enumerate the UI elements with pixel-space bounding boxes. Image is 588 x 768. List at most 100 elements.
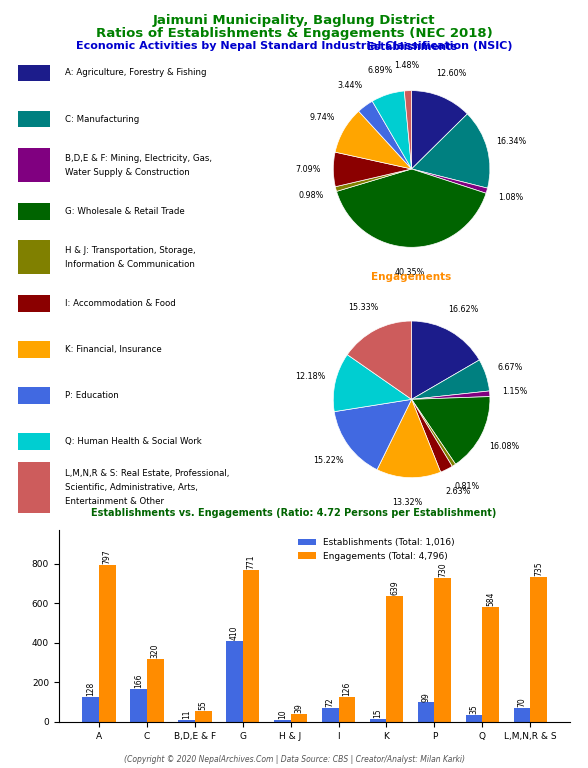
Wedge shape (412, 399, 452, 472)
Text: G: Wholesale & Retail Trade: G: Wholesale & Retail Trade (65, 207, 185, 216)
Wedge shape (412, 91, 467, 169)
Wedge shape (412, 396, 490, 464)
Text: Information & Communication: Information & Communication (65, 260, 195, 269)
Bar (339, 697, 355, 722)
Text: (Copyright © 2020 NepalArchives.Com | Data Source: CBS | Creator/Analyst: Milan : (Copyright © 2020 NepalArchives.Com | Da… (123, 755, 465, 764)
Text: 55: 55 (199, 700, 208, 710)
Wedge shape (333, 355, 412, 412)
Text: Scientific, Administrative, Arts,: Scientific, Administrative, Arts, (65, 483, 198, 492)
Text: 35: 35 (469, 704, 479, 714)
Text: 10: 10 (278, 710, 287, 719)
Text: Water Supply & Construction: Water Supply & Construction (65, 167, 189, 177)
Text: 16.34%: 16.34% (496, 137, 526, 147)
Text: 771: 771 (246, 554, 256, 569)
Wedge shape (348, 321, 412, 399)
Text: B,D,E & F: Mining, Electricity, Gas,: B,D,E & F: Mining, Electricity, Gas, (65, 154, 212, 163)
Wedge shape (334, 399, 412, 470)
Text: 6.67%: 6.67% (497, 362, 523, 372)
Bar (370, 719, 386, 722)
Title: Establishments: Establishments (366, 41, 457, 51)
Text: 0.81%: 0.81% (455, 482, 480, 491)
Text: H & J: Transportation, Storage,: H & J: Transportation, Storage, (65, 246, 195, 255)
Bar (130, 689, 147, 722)
Title: Engagements: Engagements (372, 272, 452, 282)
Text: Entertainment & Other: Entertainment & Other (65, 497, 163, 506)
Text: 7.09%: 7.09% (295, 165, 321, 174)
Text: 15: 15 (373, 709, 383, 718)
Text: 320: 320 (151, 644, 160, 658)
Bar (466, 715, 482, 722)
Text: 584: 584 (486, 591, 495, 606)
Bar (195, 711, 212, 722)
Bar (147, 659, 163, 722)
Text: 13.32%: 13.32% (392, 498, 423, 507)
Wedge shape (359, 101, 412, 169)
Bar (290, 714, 308, 722)
Text: 410: 410 (230, 626, 239, 641)
Wedge shape (335, 169, 412, 191)
Bar (82, 697, 99, 722)
Legend: Establishments (Total: 1,016), Engagements (Total: 4,796): Establishments (Total: 1,016), Engagemen… (294, 535, 458, 564)
Text: Jaimuni Municipality, Baglung District: Jaimuni Municipality, Baglung District (153, 14, 435, 27)
Text: 72: 72 (326, 697, 335, 707)
Text: 1.48%: 1.48% (394, 61, 419, 70)
Text: Q: Human Health & Social Work: Q: Human Health & Social Work (65, 437, 202, 446)
Text: 39: 39 (295, 703, 303, 713)
Wedge shape (412, 114, 490, 188)
Text: 99: 99 (422, 692, 430, 702)
Bar (386, 596, 403, 722)
Bar (226, 641, 243, 722)
Wedge shape (412, 399, 456, 466)
Text: 16.08%: 16.08% (489, 442, 519, 451)
Text: 15.22%: 15.22% (313, 456, 344, 465)
Wedge shape (412, 391, 490, 399)
Text: A: Agriculture, Forestry & Fishing: A: Agriculture, Forestry & Fishing (65, 68, 206, 78)
Bar (274, 720, 290, 722)
Text: I: Accommodation & Food: I: Accommodation & Food (65, 299, 175, 308)
Text: 16.62%: 16.62% (448, 305, 479, 314)
Bar (178, 720, 195, 722)
Text: 12.18%: 12.18% (296, 372, 326, 381)
Text: 166: 166 (134, 674, 143, 688)
Text: 6.89%: 6.89% (368, 66, 393, 75)
Text: 2.63%: 2.63% (445, 488, 470, 496)
Bar (322, 707, 339, 722)
Wedge shape (372, 91, 412, 169)
Wedge shape (333, 152, 412, 187)
Bar (435, 578, 451, 722)
Text: 639: 639 (390, 581, 399, 595)
Text: 15.33%: 15.33% (349, 303, 379, 313)
Text: 11: 11 (182, 710, 191, 719)
Text: 128: 128 (86, 682, 95, 696)
Text: 0.98%: 0.98% (299, 191, 325, 200)
Text: 126: 126 (342, 682, 352, 697)
Wedge shape (412, 169, 487, 194)
Text: 735: 735 (534, 561, 543, 576)
Bar (243, 570, 259, 722)
Text: K: Financial, Insurance: K: Financial, Insurance (65, 345, 162, 354)
Text: 1.08%: 1.08% (498, 194, 523, 202)
Wedge shape (377, 399, 440, 478)
Text: 1.15%: 1.15% (502, 388, 527, 396)
Wedge shape (336, 169, 486, 247)
Text: 12.60%: 12.60% (436, 69, 467, 78)
Text: 797: 797 (103, 549, 112, 564)
Bar (99, 564, 116, 722)
Text: Ratios of Establishments & Engagements (NEC 2018): Ratios of Establishments & Engagements (… (96, 27, 492, 40)
Wedge shape (405, 91, 412, 169)
Text: 3.44%: 3.44% (338, 81, 363, 90)
Bar (482, 607, 499, 722)
Text: C: Manufacturing: C: Manufacturing (65, 114, 139, 124)
Text: Establishments vs. Engagements (Ratio: 4.72 Persons per Establishment): Establishments vs. Engagements (Ratio: 4… (91, 508, 497, 518)
Text: 9.74%: 9.74% (309, 113, 335, 122)
Text: Economic Activities by Nepal Standard Industrial Classification (NSIC): Economic Activities by Nepal Standard In… (76, 41, 512, 51)
Text: L,M,N,R & S: Real Estate, Professional,: L,M,N,R & S: Real Estate, Professional, (65, 469, 229, 478)
Wedge shape (335, 111, 412, 169)
Wedge shape (412, 321, 479, 399)
Text: 730: 730 (438, 562, 447, 577)
Text: 40.35%: 40.35% (395, 268, 426, 276)
Wedge shape (412, 360, 489, 399)
Bar (530, 577, 547, 722)
Text: 70: 70 (517, 697, 526, 707)
Bar (417, 703, 435, 722)
